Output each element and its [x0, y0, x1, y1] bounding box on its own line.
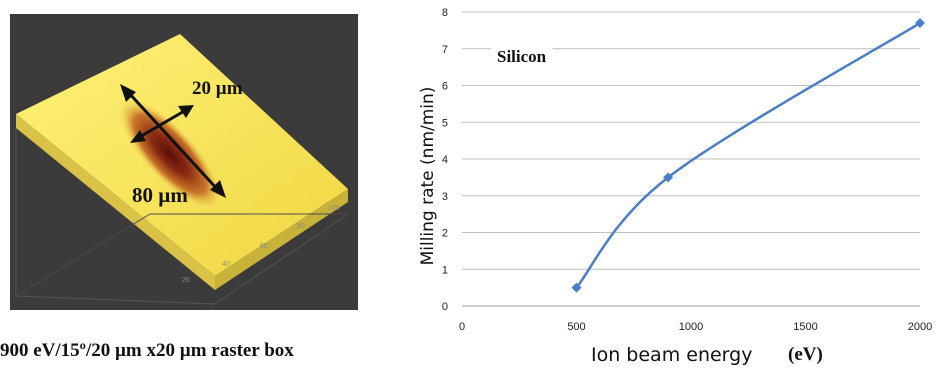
surface-edge-left [16, 114, 215, 290]
x-tick-labels: 0 500 1000 1500 2000 [459, 321, 932, 333]
axis-tick: 20 [182, 277, 190, 284]
afm-image-panel: 20 40 60 80 100 20 µm 80 µm [10, 14, 358, 310]
series-markers [571, 18, 925, 293]
data-point-marker [915, 18, 925, 29]
y-tick-label: 7 [442, 44, 448, 56]
y-tick-label: 4 [442, 154, 448, 166]
series-line [575, 21, 921, 289]
y-tick-label: 0 [442, 301, 448, 313]
y-tick-label: 1 [442, 264, 448, 276]
data-point-marker [571, 282, 582, 293]
y-tick-label: 2 [442, 228, 448, 240]
grid [462, 11, 920, 270]
annotation-background [491, 44, 553, 69]
y-axis-label: Milling rate (nm/min) [418, 87, 438, 266]
y-tick-label: 5 [442, 117, 448, 129]
milling-rate-chart: 0 1 2 3 4 5 6 7 8 0 500 1000 1500 2000 Silicon Milli… [418, 7, 932, 333]
width-label: 20 µm [192, 78, 243, 99]
length-arrow [120, 84, 226, 198]
axis-tick: 40 [222, 261, 230, 268]
x-tick-label: 1000 [679, 321, 703, 333]
milled-pit [118, 97, 222, 211]
axis-tick: 80 [297, 223, 305, 230]
annotation-silicon: Silicon [497, 47, 547, 66]
axis-tick: 60 [260, 243, 268, 250]
length-label: 80 µm [132, 183, 188, 207]
image-caption: 900 eV/15º/20 µm x20 µm raster box [0, 340, 294, 361]
width-arrow [130, 105, 194, 143]
data-point-marker [663, 172, 674, 183]
y-tick-label: 8 [442, 7, 448, 19]
x-tick-label: 0 [459, 321, 465, 333]
x-tick-label: 500 [567, 321, 585, 333]
afm-surface-render: 20 40 60 80 100 20 µm 80 µm [10, 14, 358, 310]
axis-tick: 100 [328, 205, 340, 212]
y-tick-label: 3 [442, 191, 448, 203]
y-tick-label: 6 [442, 81, 448, 93]
x-tick-label: 2000 [908, 321, 932, 333]
x-axis-label: Ion beam energy [591, 344, 753, 366]
x-axis-unit: (eV) [788, 344, 823, 365]
y-tick-labels: 0 1 2 3 4 5 6 7 8 [442, 7, 448, 313]
x-tick-label: 1500 [793, 321, 817, 333]
